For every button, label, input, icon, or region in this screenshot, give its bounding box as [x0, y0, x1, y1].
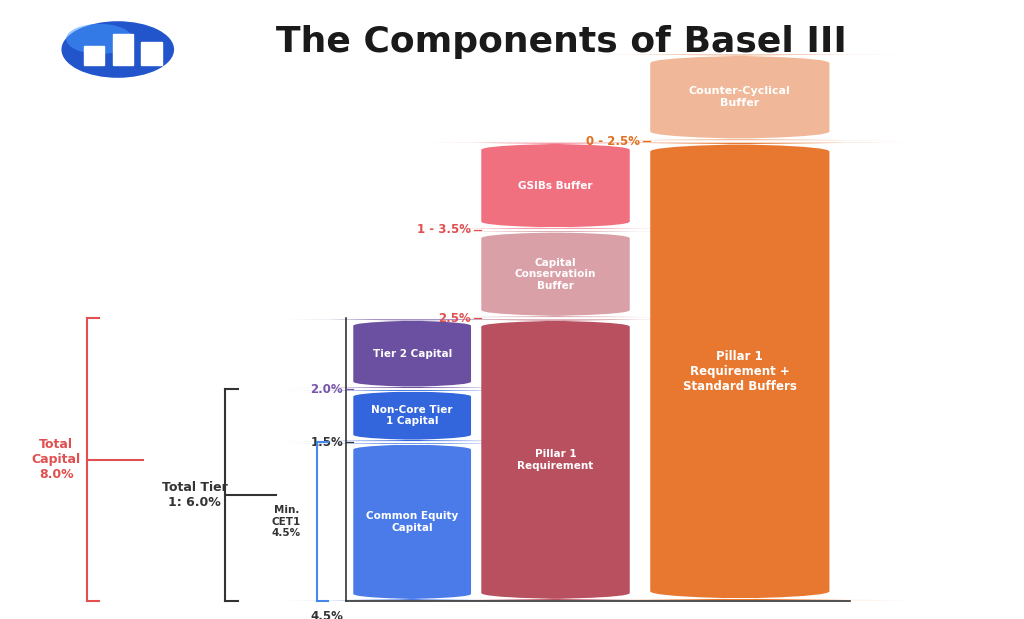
Text: The Components of Basel III: The Components of Basel III	[276, 25, 847, 59]
Text: 0 - 2.5%: 0 - 2.5%	[586, 135, 640, 148]
Text: 1.5%: 1.5%	[310, 436, 343, 449]
Bar	[113, 33, 133, 66]
Ellipse shape	[61, 21, 174, 78]
Text: Min.
CET1
4.5%: Min. CET1 4.5%	[271, 505, 301, 539]
FancyBboxPatch shape	[425, 143, 686, 228]
FancyBboxPatch shape	[287, 390, 538, 441]
FancyBboxPatch shape	[573, 143, 906, 600]
FancyBboxPatch shape	[573, 54, 906, 141]
Text: 1 - 3.5%: 1 - 3.5%	[417, 223, 471, 236]
Bar	[84, 46, 104, 66]
Text: Total
Capital
8.0%: Total Capital 8.0%	[32, 438, 81, 482]
FancyBboxPatch shape	[425, 319, 686, 600]
Text: Pillar 1
Requirement: Pillar 1 Requirement	[517, 449, 594, 470]
Text: 4.5%: 4.5%	[310, 610, 343, 619]
Text: 2.0%: 2.0%	[310, 383, 343, 396]
Text: GSIBs Buffer: GSIBs Buffer	[518, 181, 593, 191]
Text: Counter-Cyclical
Buffer: Counter-Cyclical Buffer	[689, 87, 791, 108]
FancyBboxPatch shape	[287, 443, 538, 600]
Text: Total Tier
1: 6.0%: Total Tier 1: 6.0%	[162, 481, 227, 509]
Text: Pillar 1
Requirement +
Standard Buffers: Pillar 1 Requirement + Standard Buffers	[683, 350, 797, 393]
Text: Capital
Conservatioin
Buffer: Capital Conservatioin Buffer	[515, 258, 596, 291]
FancyBboxPatch shape	[287, 319, 538, 388]
Text: Tier 2 Capital: Tier 2 Capital	[373, 348, 452, 359]
Text: Common Equity
Capital: Common Equity Capital	[366, 511, 459, 532]
Text: Non-Core Tier
1 Capital: Non-Core Tier 1 Capital	[372, 405, 453, 426]
Ellipse shape	[66, 24, 133, 54]
Text: 2.5%: 2.5%	[438, 312, 471, 325]
FancyBboxPatch shape	[425, 231, 686, 317]
Bar	[141, 43, 162, 66]
